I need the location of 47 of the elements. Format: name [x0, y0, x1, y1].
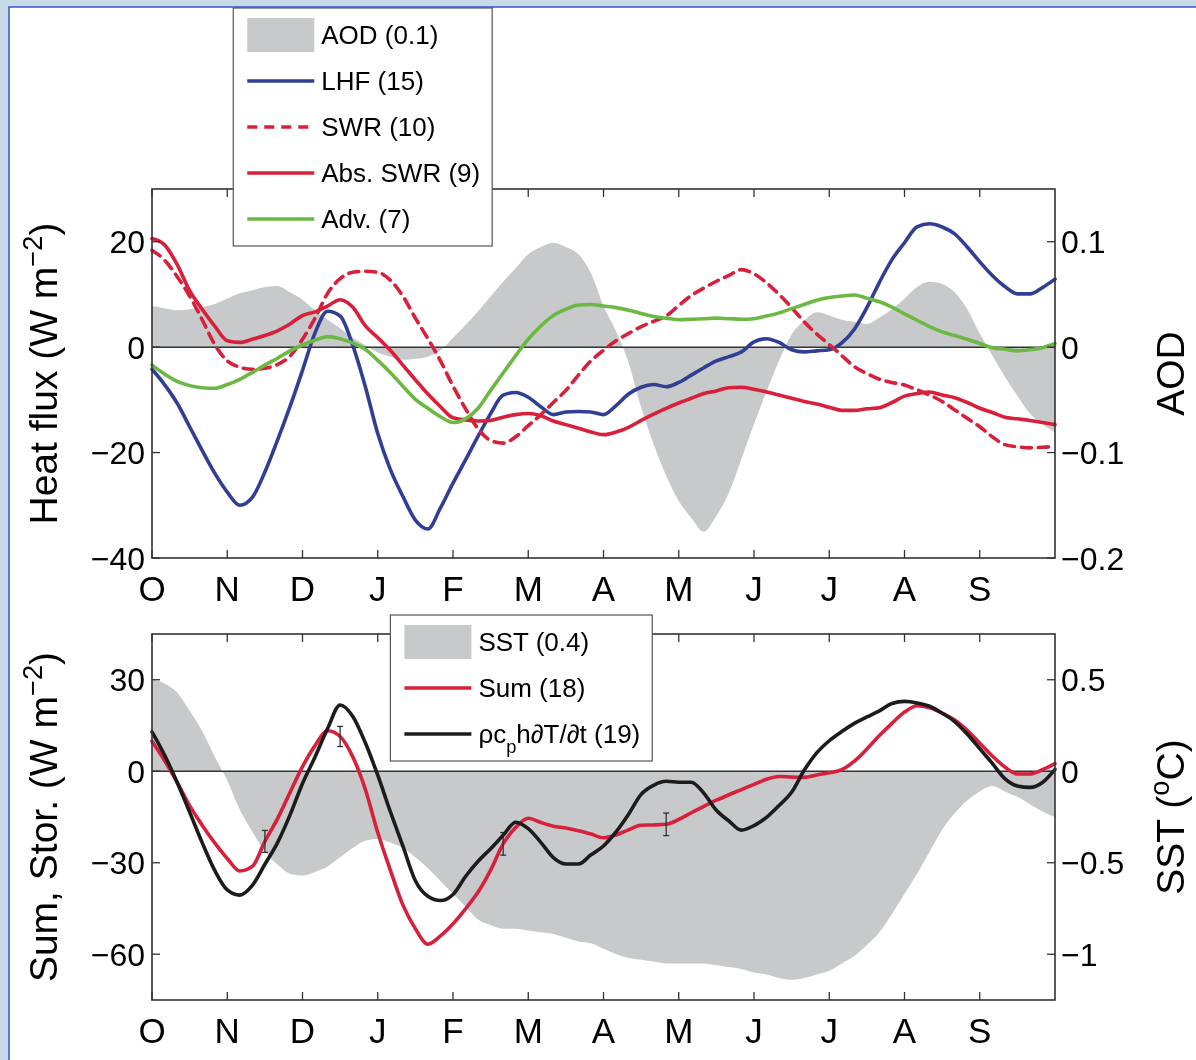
- y2-axis-title: AOD: [1149, 331, 1192, 416]
- y2-tick-label: 0: [1061, 753, 1079, 790]
- legend-label: SST (0.4): [478, 627, 590, 658]
- x-tick-label: N: [214, 1011, 240, 1050]
- y2-tick-label: 0: [1061, 329, 1079, 366]
- x-tick-label: D: [289, 569, 316, 608]
- x-tick-label: J: [745, 1011, 763, 1050]
- y-tick-label: 20: [109, 224, 145, 261]
- y-tick-label: −20: [90, 435, 145, 472]
- legend-label: SWR (10): [321, 112, 436, 143]
- x-tick-label: S: [968, 569, 992, 608]
- x-tick-label: J: [369, 569, 387, 608]
- legend-label: Adv. (7): [321, 204, 411, 235]
- x-tick-label: A: [892, 569, 917, 608]
- y2-tick-label: 0.1: [1061, 224, 1106, 261]
- x-tick-label: M: [513, 569, 543, 608]
- x-tick-label: F: [442, 569, 464, 608]
- x-tick-label: J: [820, 569, 838, 608]
- y-tick-label: −60: [90, 936, 145, 973]
- legend-label: Abs. SWR (9): [321, 158, 481, 189]
- y2-tick-label: −0.1: [1061, 435, 1125, 472]
- legend-label: AOD (0.1): [321, 20, 439, 51]
- x-tick-label: A: [591, 1011, 616, 1050]
- x-tick-label: J: [369, 1011, 387, 1050]
- y2-tick-label: 0.5: [1061, 662, 1106, 699]
- x-tick-label: S: [968, 1011, 992, 1050]
- x-tick-label: J: [745, 569, 763, 608]
- x-tick-label: M: [513, 1011, 543, 1050]
- y-tick-label: −30: [90, 845, 145, 882]
- y2-tick-label: −0.2: [1061, 540, 1125, 577]
- y-tick-label: 0: [127, 753, 145, 790]
- legend-label: ρc$_{p}$h∂T/∂t (19): [478, 719, 641, 758]
- x-tick-label: N: [214, 569, 240, 608]
- x-tick-label: A: [892, 1011, 917, 1050]
- y2-tick-label: −0.5: [1061, 845, 1125, 882]
- x-tick-label: F: [442, 1011, 464, 1050]
- x-tick-label: M: [664, 569, 694, 608]
- x-tick-label: M: [664, 1011, 694, 1050]
- x-tick-label: O: [138, 1011, 166, 1050]
- y-tick-label: 0: [127, 329, 145, 366]
- x-tick-label: J: [820, 1011, 838, 1050]
- legend-label: Sum (18): [478, 673, 586, 704]
- x-tick-label: A: [591, 569, 616, 608]
- legend-label: LHF (15): [321, 66, 424, 97]
- y-tick-label: 30: [109, 662, 145, 699]
- x-tick-label: D: [289, 1011, 316, 1050]
- y2-tick-label: −1: [1061, 936, 1098, 973]
